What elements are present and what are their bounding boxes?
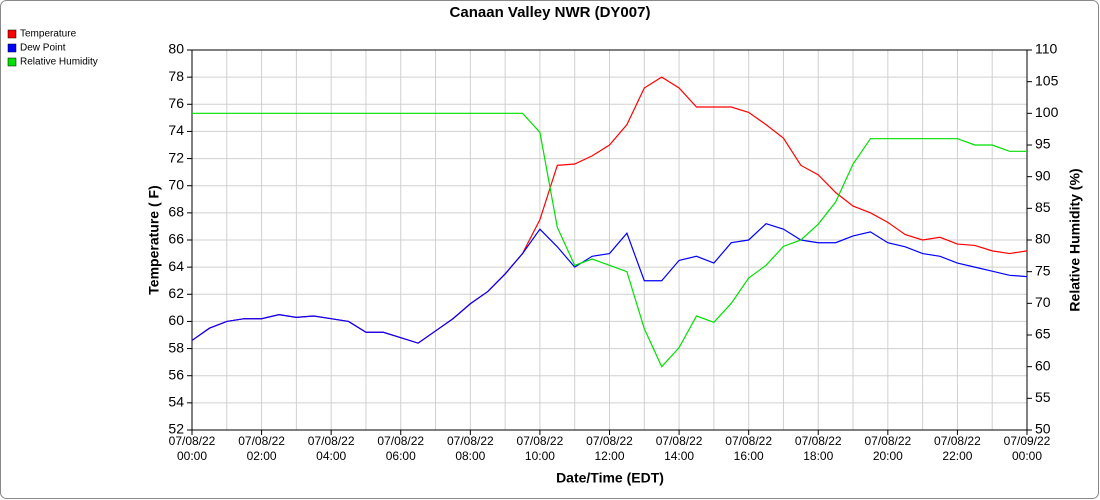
x-tick-label: 07/08/22 bbox=[586, 434, 633, 448]
x-tick-label: 02:00 bbox=[247, 449, 277, 463]
y2-tick-label: 110 bbox=[1035, 41, 1058, 57]
y-tick-label: 72 bbox=[168, 149, 184, 165]
x-tick-label: 00:00 bbox=[1012, 449, 1042, 463]
x-tick-label: 04:00 bbox=[316, 449, 346, 463]
legend-label: Relative Humidity bbox=[20, 57, 98, 68]
x-tick-label: 16:00 bbox=[734, 449, 764, 463]
series-line bbox=[191, 223, 1028, 344]
y2-tick-label: 105 bbox=[1035, 72, 1059, 88]
x-tick-label: 06:00 bbox=[386, 449, 416, 463]
y2-tick-label: 90 bbox=[1035, 167, 1051, 183]
x-tick-label: 08:00 bbox=[455, 449, 485, 463]
y2-tick-label: 70 bbox=[1035, 294, 1051, 310]
y-tick-label: 78 bbox=[168, 68, 184, 84]
x-tick-label: 07/08/22 bbox=[725, 434, 772, 448]
x-tick-label: 07/08/22 bbox=[864, 434, 911, 448]
y-axis-label: Temperature ( F) bbox=[146, 185, 162, 294]
legend-swatch bbox=[7, 29, 17, 39]
y2-tick-label: 85 bbox=[1035, 199, 1051, 215]
y2-tick-label: 60 bbox=[1035, 357, 1051, 373]
x-tick-label: 07/09/22 bbox=[1004, 434, 1051, 448]
x-tick-label: 14:00 bbox=[664, 449, 694, 463]
y2-tick-label: 75 bbox=[1035, 262, 1051, 278]
x-tick-label: 18:00 bbox=[803, 449, 833, 463]
x-tick-label: 07/08/22 bbox=[169, 434, 216, 448]
series-line bbox=[192, 112, 1027, 368]
x-tick-label: 07/08/22 bbox=[934, 434, 981, 448]
y2-tick-label: 100 bbox=[1035, 104, 1059, 120]
x-tick-label: 07/08/22 bbox=[377, 434, 424, 448]
x-tick-label: 10:00 bbox=[525, 449, 555, 463]
legend: Temperature Dew Point Relative Humidity bbox=[7, 29, 98, 68]
legend-label: Dew Point bbox=[20, 43, 66, 54]
y2-tick-label: 50 bbox=[1035, 421, 1051, 437]
x-tick-label: 00:00 bbox=[177, 449, 207, 463]
y-tick-label: 80 bbox=[168, 41, 184, 57]
x-tick-label: 22:00 bbox=[942, 449, 972, 463]
plot-border bbox=[191, 49, 1028, 431]
y2-tick-label: 95 bbox=[1035, 136, 1051, 152]
x-axis-label: Date/Time (EDT) bbox=[556, 470, 664, 486]
y-tick-label: 60 bbox=[168, 312, 184, 328]
y2-tick-label: 80 bbox=[1035, 231, 1051, 247]
x-tick-label: 07/08/22 bbox=[795, 434, 842, 448]
x-tick-label: 07/08/22 bbox=[447, 434, 494, 448]
x-tick-label: 07/08/22 bbox=[517, 434, 564, 448]
x-tick-label: 07/08/22 bbox=[238, 434, 285, 448]
y-tick-label: 52 bbox=[168, 421, 184, 437]
legend-swatch bbox=[7, 43, 17, 53]
legend-label: Temperature bbox=[20, 29, 77, 40]
y-tick-label: 68 bbox=[168, 204, 184, 220]
y-tick-label: 58 bbox=[168, 339, 184, 355]
x-tick-label: 12:00 bbox=[594, 449, 624, 463]
y-tick-label: 66 bbox=[168, 231, 184, 247]
x-tick-label: 20:00 bbox=[873, 449, 903, 463]
y-tick-label: 70 bbox=[168, 176, 184, 192]
legend-swatch bbox=[7, 57, 17, 67]
y-tick-label: 64 bbox=[168, 258, 184, 274]
y-tick-label: 62 bbox=[168, 285, 184, 301]
y-tick-label: 74 bbox=[168, 122, 184, 138]
y2-tick-label: 55 bbox=[1035, 389, 1051, 405]
y-tick-label: 56 bbox=[168, 366, 184, 382]
y-tick-label: 76 bbox=[168, 95, 184, 111]
y2-axis-label: Relative Humidity (%) bbox=[1067, 168, 1083, 311]
y2-tick-label: 65 bbox=[1035, 326, 1051, 342]
x-tick-label: 07/08/22 bbox=[308, 434, 355, 448]
y-tick-label: 54 bbox=[168, 394, 184, 410]
x-tick-label: 07/08/22 bbox=[656, 434, 703, 448]
chart-title: Canaan Valley NWR (DY007) bbox=[450, 4, 651, 21]
